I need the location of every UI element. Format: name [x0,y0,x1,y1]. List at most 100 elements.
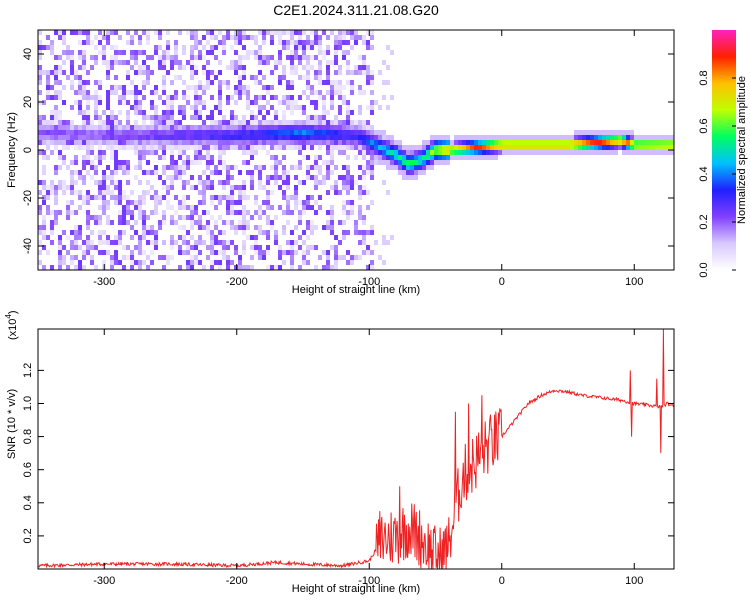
heatmap-cell [358,185,362,190]
heatmap-cell [90,125,94,130]
heatmap-cell [334,245,338,250]
heatmap-cell [170,235,174,240]
heatmap-cell [258,165,262,170]
heatmap-cell [258,120,262,125]
heatmap-cell [570,140,574,145]
heatmap-cell [102,200,106,205]
heatmap-cell [582,140,586,145]
heatmap-cell [418,155,422,160]
heatmap-cell [366,205,370,210]
heatmap-cell [494,145,498,150]
heatmap-cell [386,45,390,50]
heatmap-cell [210,30,214,35]
heatmap-cell [62,255,66,260]
heatmap-cell [38,120,42,125]
heatmap-cell [274,110,278,115]
heatmap-cell [634,150,638,155]
heatmap-cell [666,140,670,145]
heatmap-cell [118,185,122,190]
heatmap-cell [186,95,190,100]
heatmap-cell [566,145,570,150]
heatmap-cell [206,175,210,180]
heatmap-cell [42,155,46,160]
heatmap-cell [158,55,162,60]
heatmap-cell [314,35,318,40]
heatmap-cell [274,240,278,245]
heatmap-cell [286,100,290,105]
heatmap-cell [330,60,334,65]
heatmap-cell [118,125,122,130]
heatmap-cell [214,75,218,80]
heatmap-cell [130,210,134,215]
heatmap-cell [182,215,186,220]
heatmap-cell [198,225,202,230]
heatmap-cell [110,220,114,225]
heatmap-cell [74,135,78,140]
heatmap-cell [394,150,398,155]
heatmap-cell [114,255,118,260]
spectrogram-y-axis-label: Frequency (Hz) [6,112,18,188]
heatmap-cell [318,165,322,170]
heatmap-cell [226,80,230,85]
heatmap-cell [110,130,114,135]
heatmap-cell [618,130,622,135]
heatmap-cell [166,50,170,55]
heatmap-cell [342,175,346,180]
heatmap-cell [342,135,346,140]
heatmap-cell [162,55,166,60]
heatmap-cell [202,130,206,135]
heatmap-cell [66,210,70,215]
heatmap-cell [186,205,190,210]
y-tick-label: 0.2 [22,528,34,543]
heatmap-cell [370,250,374,255]
heatmap-cell [338,255,342,260]
heatmap-cell [146,65,150,70]
heatmap-cell [46,120,50,125]
heatmap-cell [218,160,222,165]
heatmap-cell [242,185,246,190]
heatmap-cell [138,150,142,155]
heatmap-cell [382,260,386,265]
heatmap-cell [282,225,286,230]
heatmap-cell [262,95,266,100]
heatmap-cell [158,255,162,260]
heatmap-cell [338,140,342,145]
heatmap-cell [170,120,174,125]
heatmap-cell [382,240,386,245]
heatmap-cell [186,30,190,35]
heatmap-cell [70,30,74,35]
heatmap-cell [174,125,178,130]
heatmap-cell [402,155,406,160]
heatmap-cell [142,215,146,220]
heatmap-cell [170,100,174,105]
heatmap-cell [102,155,106,160]
heatmap-cell [310,140,314,145]
heatmap-cell [350,130,354,135]
heatmap-cell [446,150,450,155]
heatmap-cell [134,150,138,155]
heatmap-cell [246,235,250,240]
heatmap-cell [302,55,306,60]
heatmap-cell [98,115,102,120]
heatmap-cell [178,155,182,160]
heatmap-cell [246,220,250,225]
heatmap-cell [394,160,398,165]
x-tick-label: -200 [226,575,248,587]
heatmap-cell [54,70,58,75]
heatmap-cell [330,245,334,250]
heatmap-cell [226,195,230,200]
heatmap-cell [302,240,306,245]
heatmap-cell [426,160,430,165]
heatmap-cell [46,155,50,160]
heatmap-cell [290,105,294,110]
heatmap-cell [206,165,210,170]
heatmap-cell [110,85,114,90]
heatmap-cell [326,225,330,230]
heatmap-cell [582,135,586,140]
heatmap-cell [150,240,154,245]
heatmap-cell [234,90,238,95]
heatmap-cell [62,70,66,75]
heatmap-cell [350,90,354,95]
heatmap-cell [138,200,142,205]
heatmap-cell [202,125,206,130]
